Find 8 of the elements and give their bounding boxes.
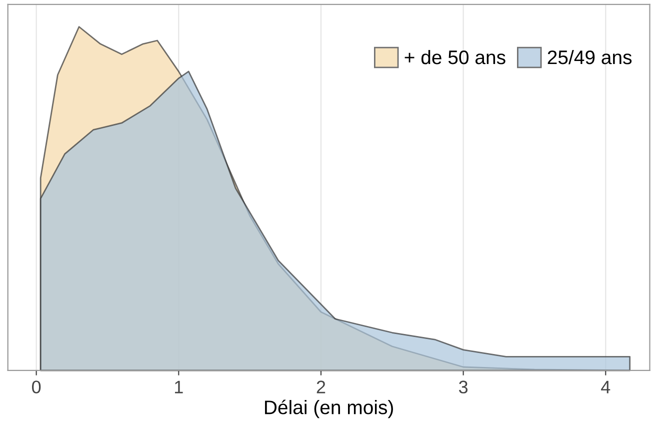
x-tick-label: 1 xyxy=(175,380,183,394)
x-tick-label: 0 xyxy=(32,380,41,394)
x-axis-title: Délai (en mois) xyxy=(265,400,393,418)
x-tick-label: 2 xyxy=(316,380,326,394)
x-tick-label: 3 xyxy=(458,380,468,394)
legend-label: + de 50 ans xyxy=(404,50,506,64)
x-tick-label: 4 xyxy=(601,380,610,394)
legend-label: 25/49 ans xyxy=(548,50,632,64)
